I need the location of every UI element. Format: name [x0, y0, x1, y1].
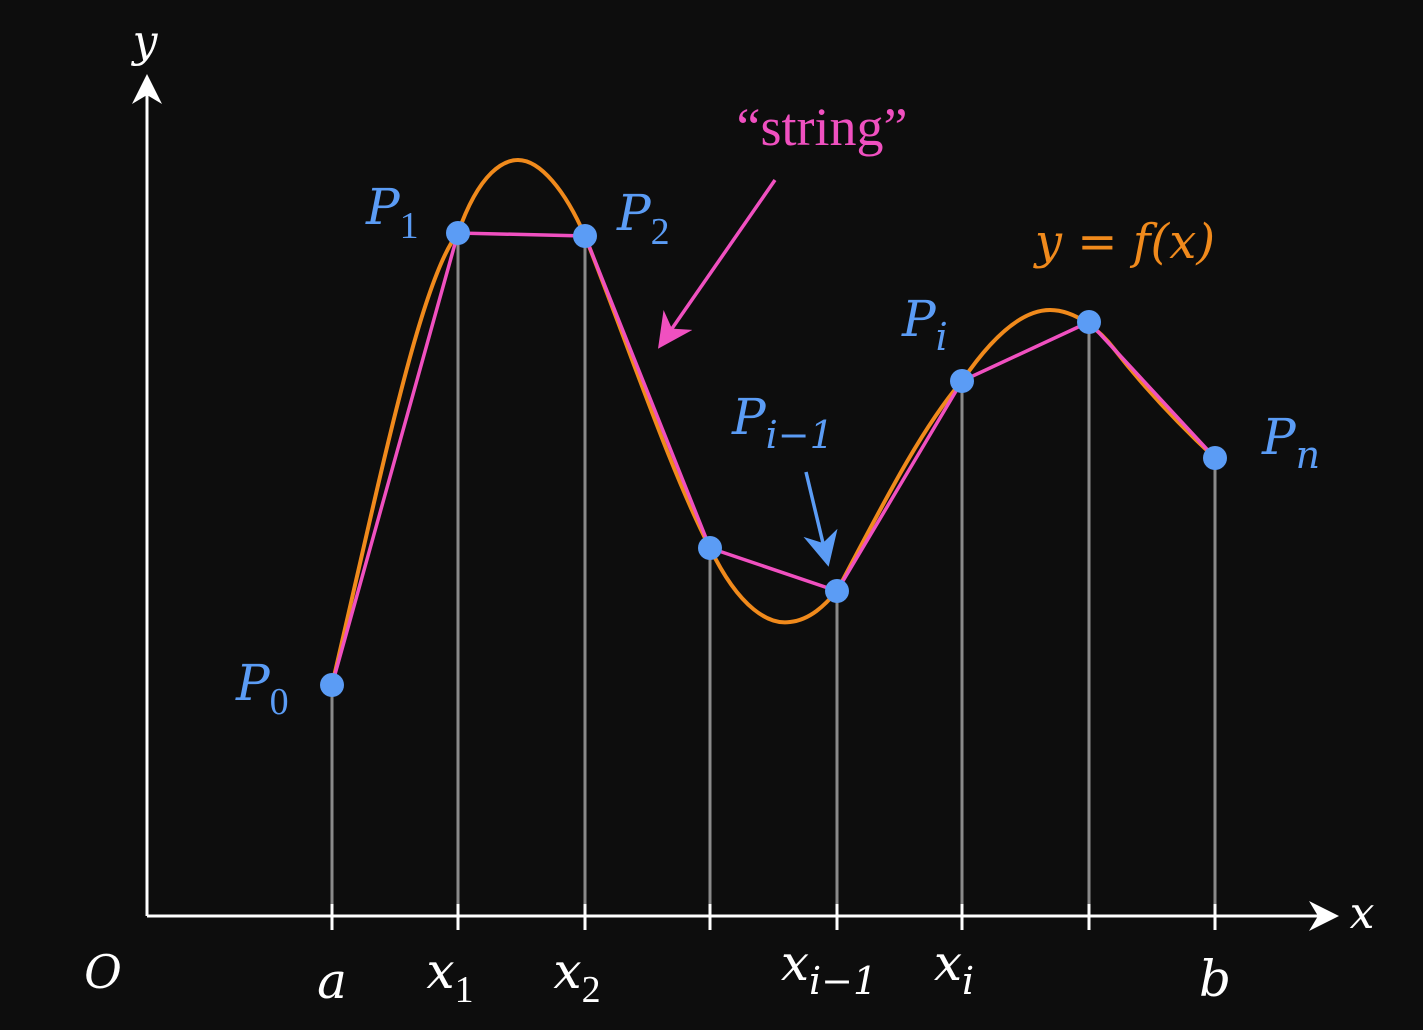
x-axis-ticks	[330, 904, 1217, 930]
point-labels: P0 P1 P2 Pi−1 Pi Pn	[235, 178, 1320, 723]
point-marker	[446, 221, 470, 245]
x-tick-label: x2	[553, 942, 600, 1011]
point-marker	[1203, 446, 1227, 470]
point-arrow	[803, 471, 838, 567]
point-label: Pi−1	[731, 388, 834, 457]
point-marker	[1077, 310, 1101, 334]
curve-label: y = f(x)	[1033, 214, 1215, 270]
string-polyline	[330, 231, 1217, 686]
x-axis-label: x	[1350, 888, 1375, 939]
x-tick-label: b	[1199, 950, 1231, 1008]
points	[320, 221, 1227, 697]
x-tick-label: x1	[426, 942, 473, 1011]
y-axis-label: y	[131, 16, 159, 67]
x-tick-label: xi	[934, 934, 974, 1003]
string-label: “string”	[737, 97, 908, 157]
vertical-guides	[330, 233, 1217, 916]
point-label: Pn	[1261, 408, 1320, 477]
point-marker	[573, 224, 597, 248]
point-marker	[950, 369, 974, 393]
point-label: P2	[616, 184, 670, 253]
point-marker	[320, 673, 344, 697]
point-label: P1	[365, 178, 419, 247]
origin-label: O	[84, 945, 122, 999]
point-marker	[825, 579, 849, 603]
x-tick-label: a	[317, 952, 347, 1010]
x-tick-labels: a x1 x2 xi−1 xi b	[317, 934, 1231, 1011]
point-marker	[698, 536, 722, 560]
x-tick-label: xi−1	[781, 934, 877, 1003]
point-label: Pi	[901, 290, 948, 359]
string-arrow	[658, 179, 777, 349]
point-label: P0	[235, 654, 289, 723]
